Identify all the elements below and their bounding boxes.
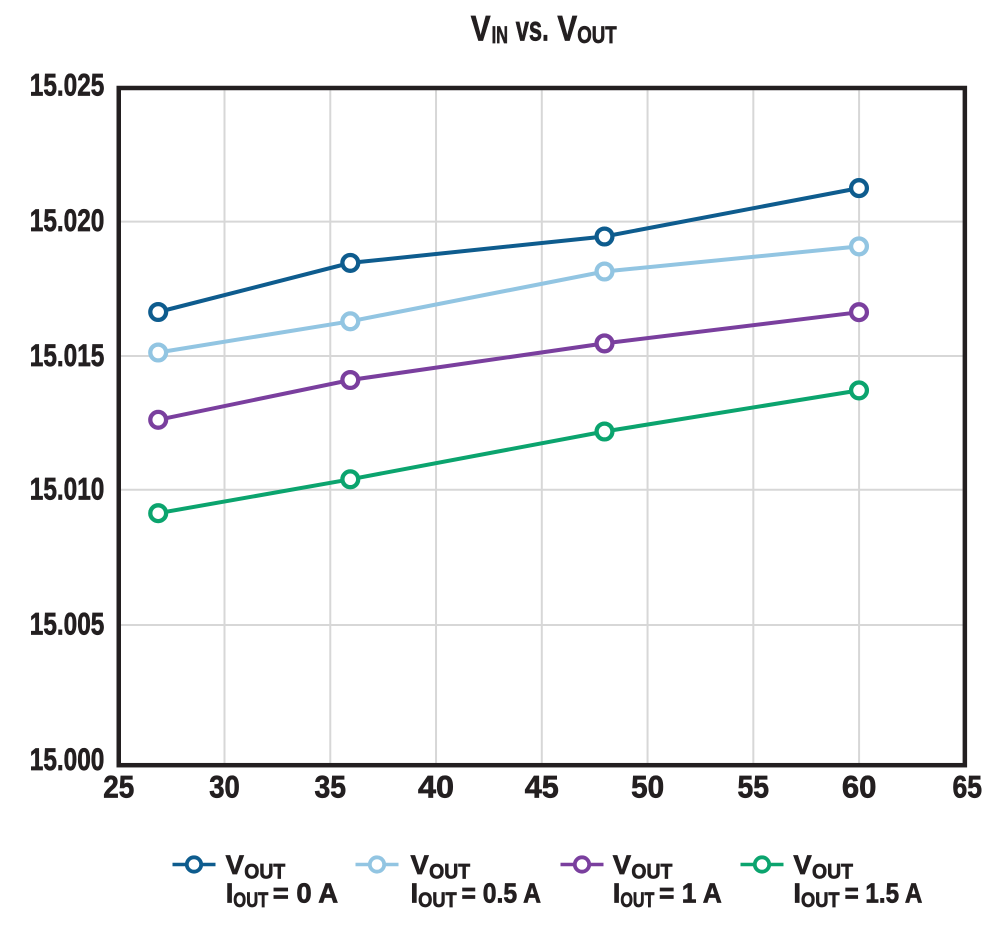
svg-text:OUT: OUT <box>620 888 654 912</box>
svg-text:OUT: OUT <box>577 22 617 49</box>
svg-text:15.005: 15.005 <box>30 607 105 642</box>
svg-text:V: V <box>793 850 811 880</box>
svg-text:15.000: 15.000 <box>30 742 105 777</box>
svg-text:55: 55 <box>738 770 770 805</box>
svg-text:15.025: 15.025 <box>30 67 105 102</box>
svg-text:I: I <box>411 878 419 909</box>
svg-text:50: 50 <box>631 770 664 805</box>
svg-text:OUT: OUT <box>631 860 672 884</box>
svg-text:V: V <box>613 850 631 880</box>
svg-text:vs.: vs. <box>516 10 549 49</box>
svg-text:45: 45 <box>525 770 559 805</box>
svg-text:15.020: 15.020 <box>30 203 105 238</box>
svg-text:I: I <box>793 878 801 909</box>
svg-text:35: 35 <box>315 770 347 805</box>
svg-text:= 1.5 A: = 1.5 A <box>845 878 923 909</box>
svg-text:= 0 A: = 0 A <box>273 878 339 909</box>
svg-text:I: I <box>613 878 621 909</box>
svg-text:15.010: 15.010 <box>30 472 105 507</box>
svg-text:40: 40 <box>418 770 454 805</box>
svg-text:IN: IN <box>492 22 508 49</box>
svg-text:V: V <box>226 850 244 880</box>
svg-text:OUT: OUT <box>244 860 285 884</box>
svg-text:V: V <box>557 10 577 49</box>
svg-text:OUT: OUT <box>429 860 470 884</box>
svg-text:OUT: OUT <box>812 860 853 884</box>
svg-text:65: 65 <box>953 770 983 805</box>
svg-text:I: I <box>226 878 234 909</box>
svg-text:OUT: OUT <box>418 888 457 912</box>
svg-text:= 0.5 A: = 0.5 A <box>462 878 542 909</box>
svg-text:OUT: OUT <box>801 888 840 912</box>
svg-text:V: V <box>471 10 491 49</box>
svg-text:V: V <box>411 850 429 880</box>
svg-text:15.015: 15.015 <box>30 338 105 373</box>
svg-text:25: 25 <box>103 770 134 805</box>
svg-text:= 1 A: = 1 A <box>659 878 722 909</box>
svg-text:60: 60 <box>842 770 877 805</box>
svg-text:OUT: OUT <box>233 888 268 912</box>
svg-text:30: 30 <box>209 770 240 805</box>
